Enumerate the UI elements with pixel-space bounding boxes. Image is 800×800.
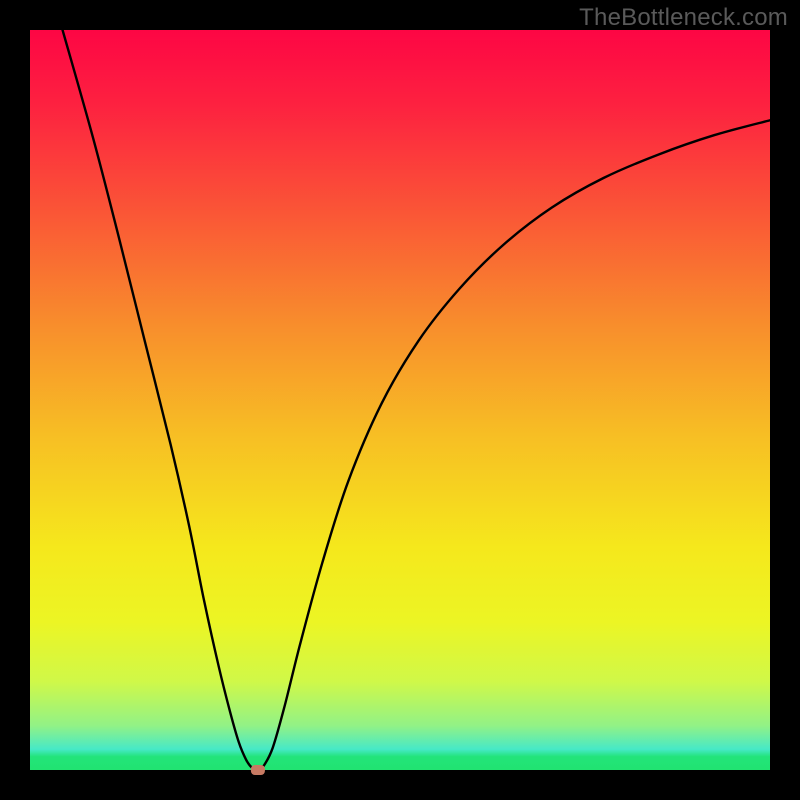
chart-container: TheBottleneck.com [0,0,800,800]
bottleneck-chart [0,0,800,800]
plot-background [30,30,770,770]
optimal-point-marker [251,765,265,775]
watermark-text: TheBottleneck.com [579,4,788,32]
